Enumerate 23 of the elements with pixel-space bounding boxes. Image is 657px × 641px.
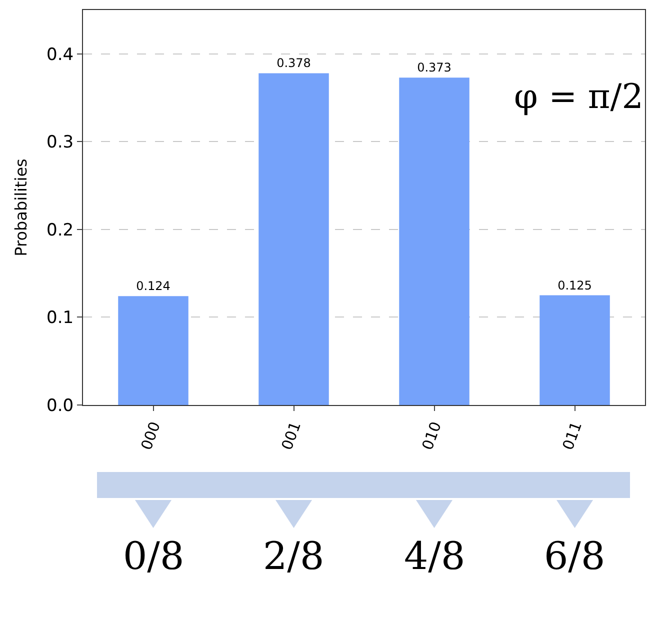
y-tick-label: 0.0 (46, 396, 74, 416)
data-label: 0.125 (558, 278, 592, 292)
data-label: 0.373 (417, 60, 452, 75)
x-tick-label: 011 (558, 419, 586, 452)
bar (258, 73, 329, 405)
x-tick-label: 001 (278, 419, 305, 452)
bar (399, 78, 470, 405)
y-axis-title: Probabilities (11, 158, 30, 256)
annotation: φ = π/2 (514, 77, 644, 117)
data-label: 0.124 (136, 279, 170, 294)
x-tick-label: 010 (418, 419, 446, 452)
text: 4/8 (404, 534, 466, 578)
y-tick-label: 0.2 (46, 220, 74, 240)
y-tick-label: 0.1 (46, 308, 74, 328)
y-tick-label: 0.4 (46, 44, 74, 65)
x-tick-label: 000 (137, 419, 164, 452)
text: 6/8 (544, 534, 606, 578)
y-tick-label: 0.3 (46, 132, 74, 153)
bar (118, 296, 188, 405)
text: 2/8 (263, 534, 324, 578)
bar (540, 295, 610, 405)
text: 0/8 (123, 534, 184, 578)
data-label: 0.378 (276, 56, 311, 70)
